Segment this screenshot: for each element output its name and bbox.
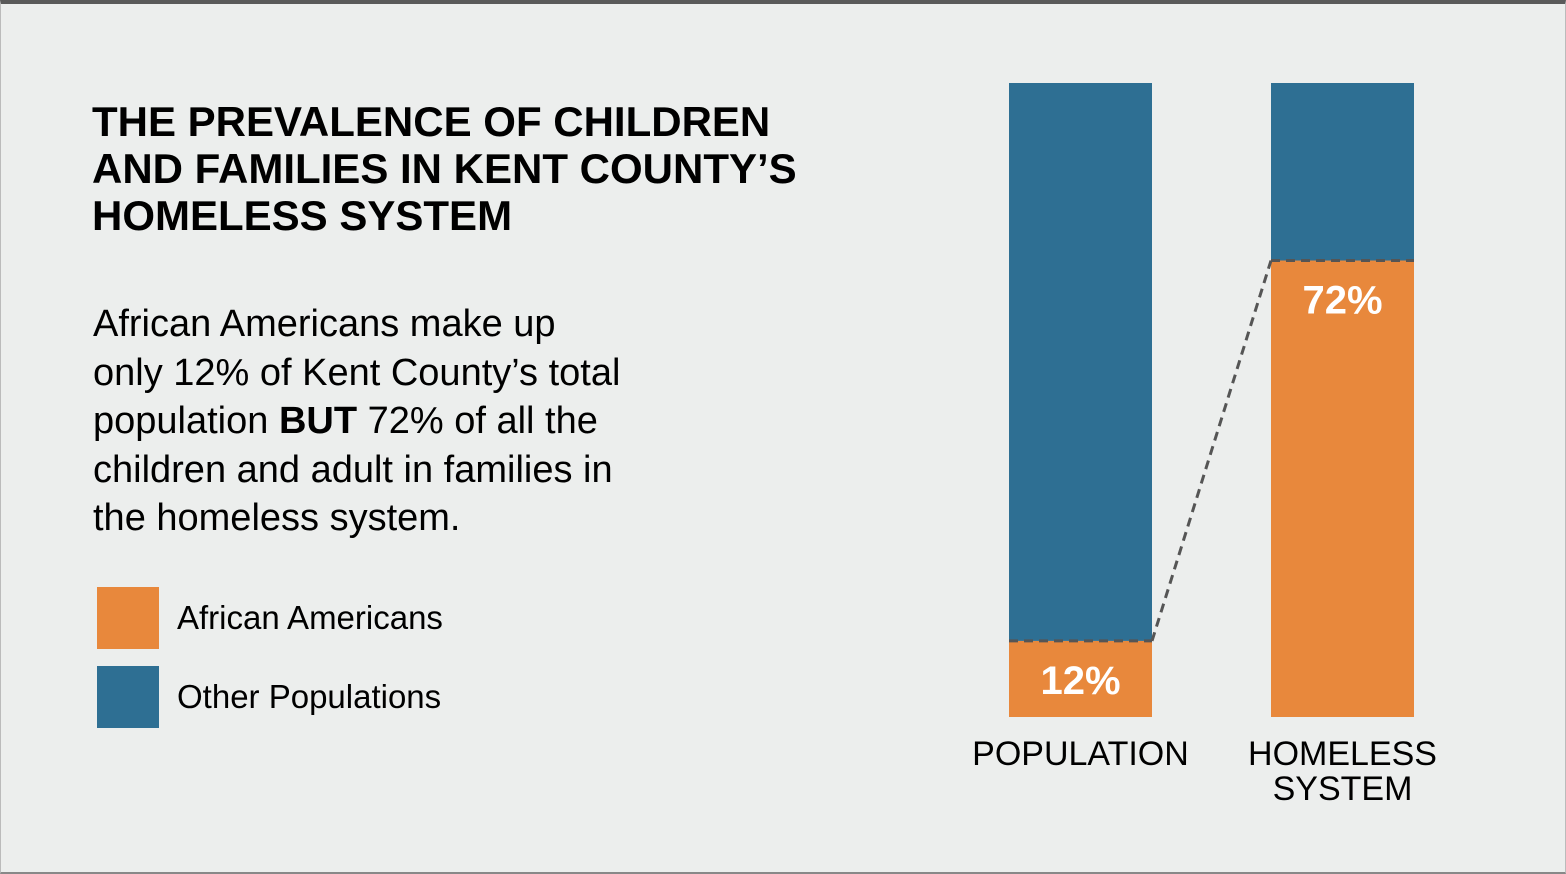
- description-text: children and adult in families in: [93, 448, 613, 491]
- description-text: African Americans make up: [93, 303, 556, 345]
- value-label: 12%: [1040, 659, 1120, 703]
- legend-item: African Americans: [97, 587, 443, 649]
- connector-line: [1150, 260, 1273, 642]
- legend-swatch: [97, 587, 159, 649]
- bar-segment: [1271, 260, 1414, 717]
- description: African Americans make up only 12% of Ken…: [93, 300, 620, 543]
- description-text: only 12% of Kent County’s total: [93, 351, 621, 394]
- description-text: 72% of all the: [357, 400, 598, 442]
- chart-title: THE PREVALENCE OF CHILDREN AND FAMILIES …: [92, 98, 797, 239]
- legend-label: African Americans: [177, 599, 443, 636]
- description-emphasis: BUT: [278, 400, 358, 442]
- x-tick-label: POPULATION: [972, 735, 1189, 773]
- bar-segment: [1271, 83, 1414, 261]
- description-text: the homeless system.: [93, 497, 461, 539]
- bar-segment: [1009, 640, 1152, 717]
- x-tick-label: HOMELESS SYSTEM: [1248, 735, 1437, 808]
- bar-segment: [1009, 83, 1152, 641]
- chart: 12% 72%: [1009, 83, 1414, 717]
- value-label: 72%: [1302, 279, 1382, 323]
- legend-item: Other Populations: [97, 666, 441, 728]
- legend-label: Other Populations: [177, 678, 442, 715]
- legend-swatch: [97, 666, 159, 728]
- description-text: population: [93, 400, 279, 442]
